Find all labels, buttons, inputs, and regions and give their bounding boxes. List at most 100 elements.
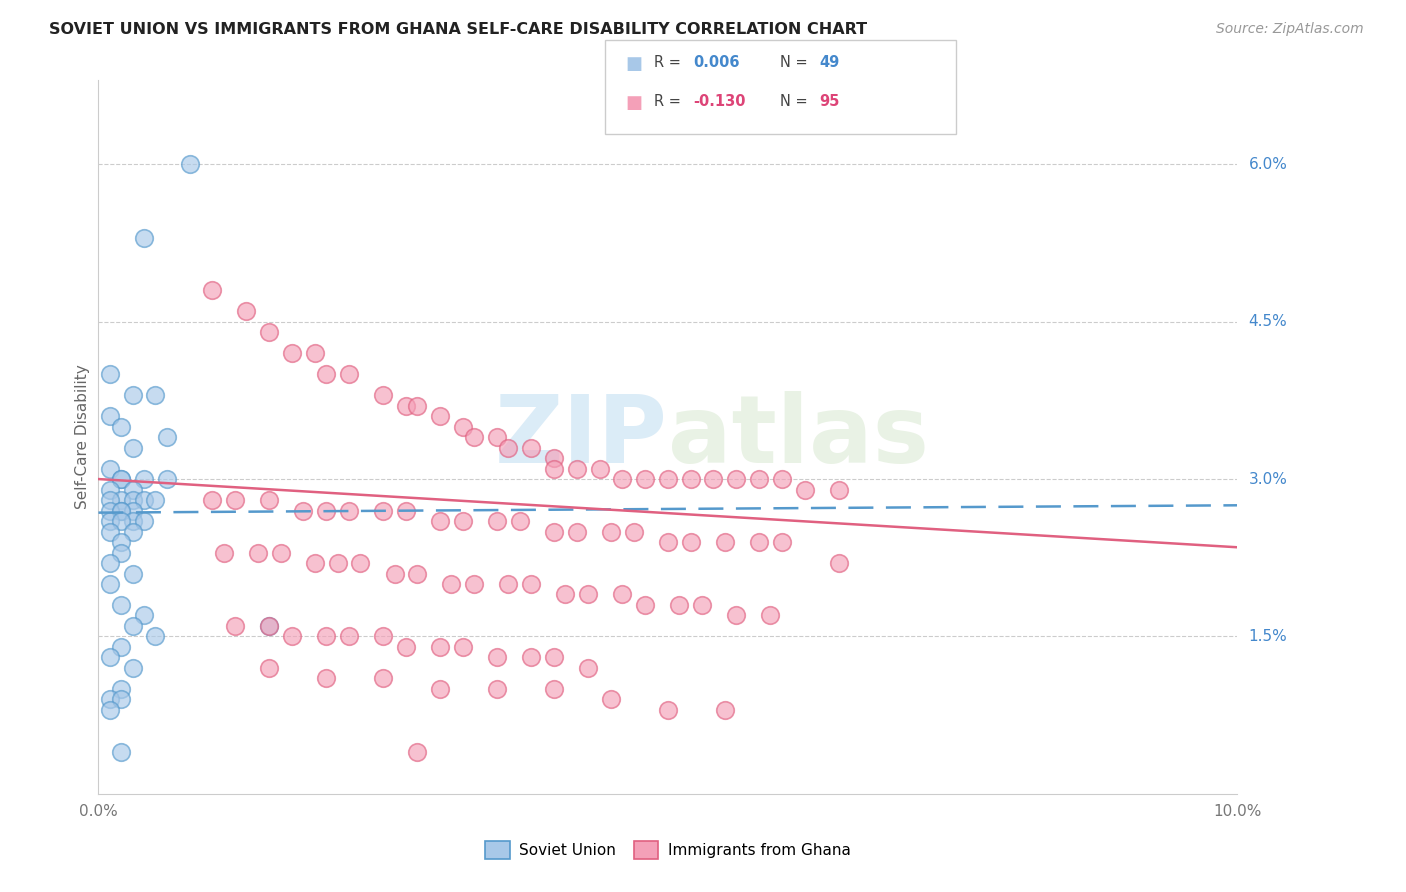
Point xyxy=(429,514,451,528)
Point xyxy=(315,503,337,517)
Point xyxy=(486,514,509,528)
Point xyxy=(326,556,349,570)
Point xyxy=(520,577,543,591)
Point xyxy=(576,587,599,601)
Point xyxy=(509,514,531,528)
Point xyxy=(98,703,121,717)
Point xyxy=(110,472,132,486)
Point xyxy=(429,409,451,423)
Point xyxy=(121,388,143,402)
Point xyxy=(224,619,246,633)
Point xyxy=(679,535,702,549)
Point xyxy=(486,650,509,665)
Point xyxy=(486,430,509,444)
Point xyxy=(337,503,360,517)
Point xyxy=(98,650,121,665)
Point xyxy=(828,483,851,497)
Point xyxy=(373,388,395,402)
Point xyxy=(395,640,418,654)
Text: atlas: atlas xyxy=(668,391,929,483)
Point xyxy=(451,514,474,528)
Point xyxy=(132,514,155,528)
Point xyxy=(98,483,121,497)
Text: Source: ZipAtlas.com: Source: ZipAtlas.com xyxy=(1216,22,1364,37)
Point xyxy=(98,556,121,570)
Point xyxy=(486,681,509,696)
Point xyxy=(304,556,326,570)
Point xyxy=(429,681,451,696)
Point xyxy=(714,535,737,549)
Text: 6.0%: 6.0% xyxy=(1249,157,1288,172)
Text: N =: N = xyxy=(780,94,813,109)
Point xyxy=(520,650,543,665)
Point xyxy=(246,545,269,559)
Point xyxy=(440,577,463,591)
Point xyxy=(110,745,132,759)
Point xyxy=(543,650,565,665)
Point xyxy=(98,577,121,591)
Point xyxy=(543,681,565,696)
Point xyxy=(201,283,224,297)
Point xyxy=(576,661,599,675)
Point xyxy=(121,566,143,581)
Point xyxy=(406,566,429,581)
Point xyxy=(98,524,121,539)
Text: 1.5%: 1.5% xyxy=(1249,629,1286,644)
Point xyxy=(498,441,520,455)
Point xyxy=(212,545,235,559)
Point xyxy=(110,503,132,517)
Point xyxy=(828,556,851,570)
Point xyxy=(463,430,485,444)
Text: ■: ■ xyxy=(626,55,643,73)
Point xyxy=(98,503,121,517)
Text: R =: R = xyxy=(654,55,685,70)
Point xyxy=(145,493,167,508)
Point xyxy=(132,230,155,244)
Point xyxy=(565,524,588,539)
Point xyxy=(657,535,679,549)
Point xyxy=(748,535,770,549)
Point xyxy=(634,598,657,612)
Point xyxy=(179,157,201,171)
Point xyxy=(520,441,543,455)
Point xyxy=(121,503,143,517)
Point xyxy=(498,577,520,591)
Point xyxy=(121,661,143,675)
Point xyxy=(132,472,155,486)
Point xyxy=(463,577,485,591)
Text: 95: 95 xyxy=(820,94,839,109)
Text: 3.0%: 3.0% xyxy=(1249,472,1288,486)
Text: 4.5%: 4.5% xyxy=(1249,314,1286,329)
Text: R =: R = xyxy=(654,94,685,109)
Point xyxy=(373,630,395,644)
Point xyxy=(156,472,179,486)
Point xyxy=(110,692,132,706)
Point xyxy=(725,608,748,623)
Point xyxy=(98,692,121,706)
Point xyxy=(110,681,132,696)
Point xyxy=(315,630,337,644)
Point xyxy=(235,304,257,318)
Point xyxy=(451,640,474,654)
Point xyxy=(384,566,406,581)
Point xyxy=(679,472,702,486)
Point xyxy=(612,587,634,601)
Point xyxy=(292,503,315,517)
Point xyxy=(110,640,132,654)
Point xyxy=(110,514,132,528)
Point xyxy=(406,399,429,413)
Point xyxy=(224,493,246,508)
Text: SOVIET UNION VS IMMIGRANTS FROM GHANA SELF-CARE DISABILITY CORRELATION CHART: SOVIET UNION VS IMMIGRANTS FROM GHANA SE… xyxy=(49,22,868,37)
Point xyxy=(281,630,304,644)
Point xyxy=(690,598,713,612)
Point xyxy=(121,493,143,508)
Point xyxy=(270,545,292,559)
Point xyxy=(110,535,132,549)
Point xyxy=(315,367,337,381)
Point xyxy=(714,703,737,717)
Point xyxy=(315,672,337,686)
Point xyxy=(145,630,167,644)
Point xyxy=(554,587,576,601)
Text: ■: ■ xyxy=(626,94,643,112)
Point xyxy=(132,608,155,623)
